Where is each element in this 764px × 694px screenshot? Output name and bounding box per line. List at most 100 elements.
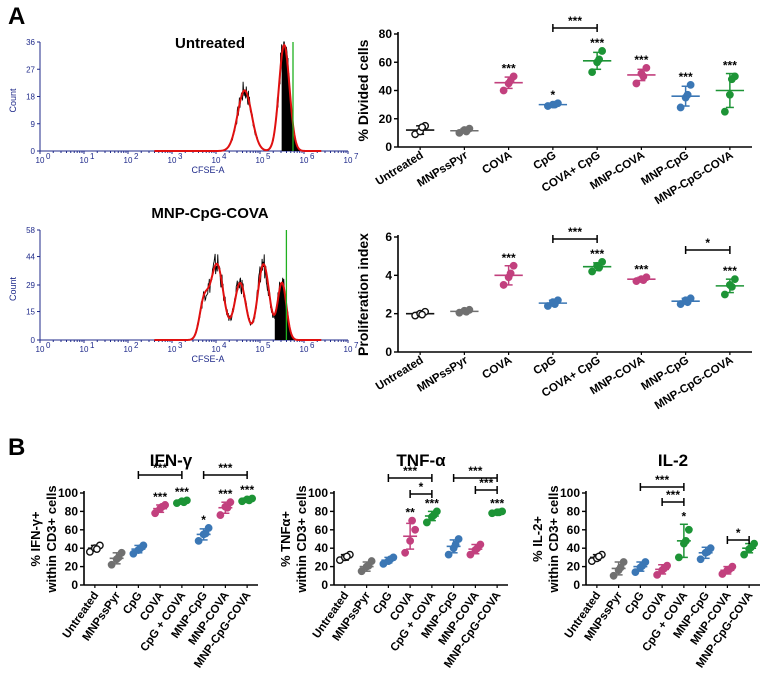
- xtick-label: MNPssPyr: [415, 149, 470, 190]
- ylabel: Proliferation index: [355, 233, 371, 356]
- data-point: [509, 261, 518, 270]
- flow-xtick-label: 10: [212, 345, 221, 354]
- significance-star: ***: [723, 59, 737, 73]
- data-point: [609, 571, 618, 580]
- data-point: [342, 552, 351, 561]
- data-point: [598, 47, 607, 55]
- tnf-alpha-plot: 0 20 40 60 80 100 % TNFα+ within CD3+ cells TNF-…: [278, 451, 508, 670]
- panel-label-b: B: [8, 434, 25, 461]
- flow-xtick-exponent: 7: [354, 152, 359, 161]
- flow-xtick-label: 10: [168, 345, 177, 354]
- data-point: [466, 550, 475, 559]
- ytick-label: 80: [567, 504, 581, 518]
- ytick-label: 20: [379, 112, 393, 126]
- flow-xtick-exponent: 0: [46, 152, 51, 161]
- ytick-label: 20: [567, 560, 581, 574]
- data-point: [632, 79, 641, 88]
- flow-xtick-exponent: 2: [134, 341, 139, 350]
- xtick-label: MNP-CpG-COVA: [653, 149, 736, 207]
- flow-xtick-label: 10: [344, 156, 353, 165]
- flow-fit-curve: [154, 262, 322, 341]
- ylabel-line: within CD3+ cells: [44, 485, 59, 593]
- data-point: [216, 511, 225, 519]
- data-point: [595, 55, 604, 64]
- significance-bracket-label: ***: [568, 225, 582, 239]
- ytick-label: 4: [385, 268, 392, 282]
- flow-xtick-exponent: 7: [354, 341, 359, 350]
- significance-star: ***: [590, 247, 604, 261]
- plot-title: IL-2: [658, 451, 688, 470]
- ylabel-line: % IFN-γ+: [28, 511, 43, 567]
- data-point: [179, 498, 188, 507]
- significance-star: *: [682, 509, 687, 523]
- data-point: [639, 72, 648, 81]
- data-point: [151, 509, 160, 518]
- data-point: [406, 536, 415, 545]
- flow-ytick-label: 27: [26, 65, 35, 74]
- il-2-plot: 0 20 40 60 80 100 % IL-2+ within CD3+ cells IL-2…: [530, 451, 760, 670]
- significance-bracket-label: ***: [403, 464, 417, 478]
- data-point: [408, 516, 417, 525]
- plot-title: IFN-γ: [150, 451, 193, 470]
- flow-xtick-exponent: 5: [266, 341, 271, 350]
- data-point: [674, 553, 683, 562]
- flow-xtick-exponent: 3: [178, 152, 183, 161]
- significance-star: **: [405, 506, 415, 520]
- ytick-label: 0: [321, 578, 328, 592]
- flow-xtick-label: 10: [168, 156, 177, 165]
- data-point: [740, 550, 749, 559]
- data-point: [462, 127, 471, 136]
- significance-bracket-label: ***: [568, 14, 582, 28]
- significance-star: *: [201, 513, 206, 527]
- ylabel-line: within CD3+ cells: [546, 485, 561, 593]
- flow-xtick-exponent: 0: [46, 341, 51, 350]
- data-point: [543, 302, 552, 310]
- data-point: [725, 565, 734, 574]
- data-point: [727, 75, 736, 84]
- ytick-label: 40: [65, 541, 79, 555]
- data-point: [631, 568, 640, 577]
- data-point: [720, 290, 729, 299]
- significance-star: ***: [218, 487, 232, 501]
- flow-title: MNP-CpG-COVA: [151, 205, 268, 222]
- data-point: [676, 103, 685, 112]
- data-point: [158, 502, 167, 511]
- flow-ytick-label: 0: [31, 336, 36, 345]
- data-point: [411, 525, 420, 534]
- flow-xtick-exponent: 2: [134, 152, 139, 161]
- data-point: [223, 503, 232, 512]
- data-point: [595, 263, 604, 272]
- flow-ytick-label: 58: [26, 226, 35, 235]
- data-point: [401, 548, 410, 557]
- data-point: [638, 561, 647, 570]
- flow-xtick-label: 10: [300, 345, 309, 354]
- flow-ylabel: Count: [8, 277, 18, 302]
- flow-xtick-label: 10: [256, 156, 265, 165]
- data-point: [357, 567, 366, 576]
- ytick-label: 20: [65, 560, 79, 574]
- data-point: [727, 282, 736, 291]
- ytick-label: 60: [315, 523, 329, 537]
- data-point: [107, 560, 116, 569]
- data-point: [594, 552, 603, 561]
- flow-ytick-label: 36: [26, 38, 35, 47]
- data-point: [462, 307, 471, 316]
- significance-star: ***: [425, 496, 439, 510]
- ytick-label: 0: [71, 578, 78, 592]
- flow-xlabel: CFSE-A: [191, 165, 224, 175]
- significance-star: ***: [679, 70, 693, 84]
- ifn-gamma-plot: 0 20 40 60 80 100 % IFN-γ+ within CD3+ cells IFN…: [28, 451, 258, 670]
- significance-bracket-label: ***: [479, 476, 493, 490]
- data-point: [418, 123, 427, 132]
- significance-bracket-label: ***: [153, 461, 167, 475]
- significance-star: ***: [502, 61, 516, 75]
- significance-star: ***: [490, 496, 504, 510]
- data-point: [696, 555, 705, 564]
- data-point: [506, 269, 515, 278]
- flow-xtick-exponent: 4: [222, 152, 227, 161]
- flow-undivided-peak-fill: [281, 45, 301, 151]
- data-point: [550, 300, 559, 308]
- flow-ytick-label: 15: [26, 308, 35, 317]
